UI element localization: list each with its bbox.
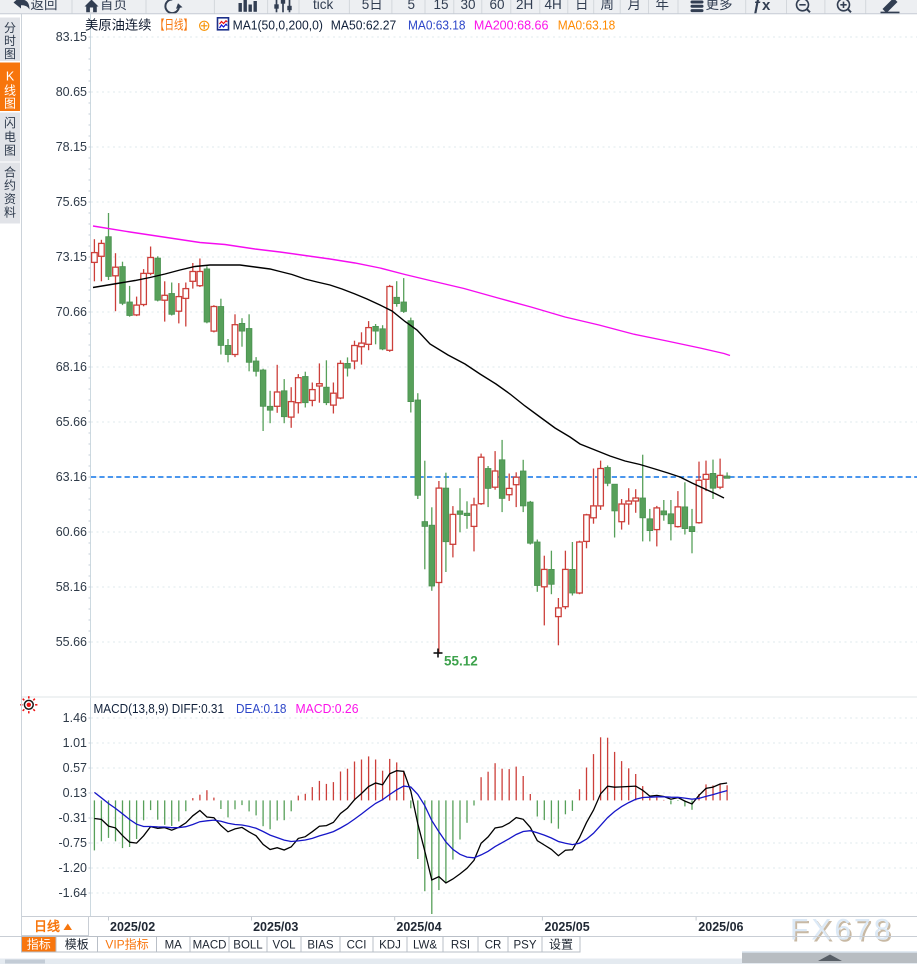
svg-text:-0.31: -0.31	[59, 811, 88, 825]
svg-text:LW&: LW&	[413, 940, 437, 952]
svg-text:时: 时	[4, 34, 16, 48]
svg-text:x: x	[762, 0, 771, 14]
svg-text:-1.20: -1.20	[59, 861, 88, 875]
svg-text:5: 5	[408, 0, 416, 12]
svg-text:MACD(13,8,9) DIFF:0.31: MACD(13,8,9) DIFF:0.31	[94, 701, 225, 716]
svg-text:0.57: 0.57	[63, 761, 87, 775]
svg-text:MA0:63.18: MA0:63.18	[558, 18, 616, 33]
svg-text:闪: 闪	[4, 116, 16, 130]
svg-text:约: 约	[4, 178, 16, 193]
svg-text:分: 分	[4, 21, 16, 35]
svg-text:MA50:62.27: MA50:62.27	[331, 18, 396, 33]
svg-text:BIAS: BIAS	[307, 940, 334, 952]
svg-text:78.15: 78.15	[56, 140, 87, 154]
svg-text:ƒ: ƒ	[753, 0, 762, 14]
svg-text:60: 60	[490, 0, 505, 12]
svg-text:PSY: PSY	[513, 940, 536, 952]
svg-text:-1.64: -1.64	[59, 886, 88, 900]
svg-text:MA200:68.66: MA200:68.66	[474, 18, 549, 33]
svg-text:电: 电	[4, 130, 16, 144]
svg-text:73.15: 73.15	[56, 250, 87, 264]
svg-text:CCI: CCI	[347, 940, 367, 952]
svg-text:月: 月	[628, 0, 642, 12]
svg-text:指标: 指标	[27, 937, 51, 952]
svg-text:0.13: 0.13	[63, 786, 87, 800]
svg-text:首页: 首页	[100, 0, 127, 12]
svg-text:BOLL: BOLL	[233, 940, 263, 952]
svg-text:2025/02: 2025/02	[110, 920, 155, 934]
svg-text:日线: 日线	[34, 919, 60, 934]
svg-text:图: 图	[4, 144, 16, 158]
svg-text:tick: tick	[313, 0, 334, 12]
svg-text:60.66: 60.66	[56, 525, 87, 539]
svg-text:K: K	[6, 70, 15, 84]
svg-text:设置: 设置	[549, 938, 573, 952]
svg-text:2025/04: 2025/04	[396, 920, 441, 934]
svg-text:2025/06: 2025/06	[698, 920, 743, 934]
svg-text:模板: 模板	[65, 938, 89, 952]
svg-text:美原油连续: 美原油连续	[85, 18, 152, 33]
svg-text:料: 料	[4, 206, 16, 220]
svg-text:图: 图	[4, 47, 16, 61]
svg-text:80.65: 80.65	[56, 85, 87, 99]
svg-text:FX678: FX678	[790, 914, 893, 947]
svg-text:【日线】: 【日线】	[155, 18, 193, 33]
svg-text:线: 线	[4, 84, 16, 98]
svg-text:RSI: RSI	[451, 940, 470, 952]
svg-text:65.66: 65.66	[56, 415, 87, 429]
svg-text:1.46: 1.46	[63, 711, 87, 725]
svg-text:资: 资	[4, 192, 16, 206]
svg-text:MA0:63.18: MA0:63.18	[408, 18, 466, 33]
svg-text:VIP指标: VIP指标	[105, 937, 148, 952]
svg-text:VOL: VOL	[272, 940, 296, 952]
svg-text:MACD:0.26: MACD:0.26	[296, 701, 359, 716]
svg-text:70.66: 70.66	[56, 305, 87, 319]
svg-text:58.16: 58.16	[56, 580, 87, 594]
svg-text:15: 15	[434, 0, 449, 12]
svg-text:合: 合	[4, 165, 16, 180]
svg-text:63.16: 63.16	[56, 470, 87, 484]
svg-text:日: 日	[575, 0, 589, 12]
svg-text:75.65: 75.65	[56, 195, 87, 209]
svg-text:返回: 返回	[31, 0, 58, 12]
svg-text:图: 图	[4, 97, 16, 111]
svg-text:MA1(50,0,200,0): MA1(50,0,200,0)	[233, 18, 323, 33]
svg-text:年: 年	[656, 0, 670, 12]
svg-text:CR: CR	[485, 940, 502, 952]
svg-text:68.16: 68.16	[56, 360, 87, 374]
svg-text:MACD: MACD	[193, 940, 227, 952]
svg-text:1.01: 1.01	[63, 736, 87, 750]
svg-text:MA: MA	[165, 940, 183, 952]
svg-text:KDJ: KDJ	[379, 940, 401, 952]
svg-text:FX678: FX678	[792, 915, 895, 948]
svg-text:-0.75: -0.75	[59, 836, 88, 850]
svg-text:2025/03: 2025/03	[253, 920, 298, 934]
svg-text:55.66: 55.66	[56, 635, 87, 649]
svg-text:4H: 4H	[545, 0, 562, 12]
svg-text:2025/05: 2025/05	[545, 920, 590, 934]
svg-text:5日: 5日	[362, 0, 383, 12]
svg-text:更多: 更多	[706, 0, 733, 12]
svg-text:2H: 2H	[516, 0, 533, 12]
svg-text:30: 30	[461, 0, 476, 12]
svg-text:DEA:0.18: DEA:0.18	[236, 701, 287, 716]
svg-text:83.15: 83.15	[56, 30, 87, 44]
svg-text:55.12: 55.12	[444, 654, 478, 669]
svg-text:周: 周	[601, 0, 615, 12]
